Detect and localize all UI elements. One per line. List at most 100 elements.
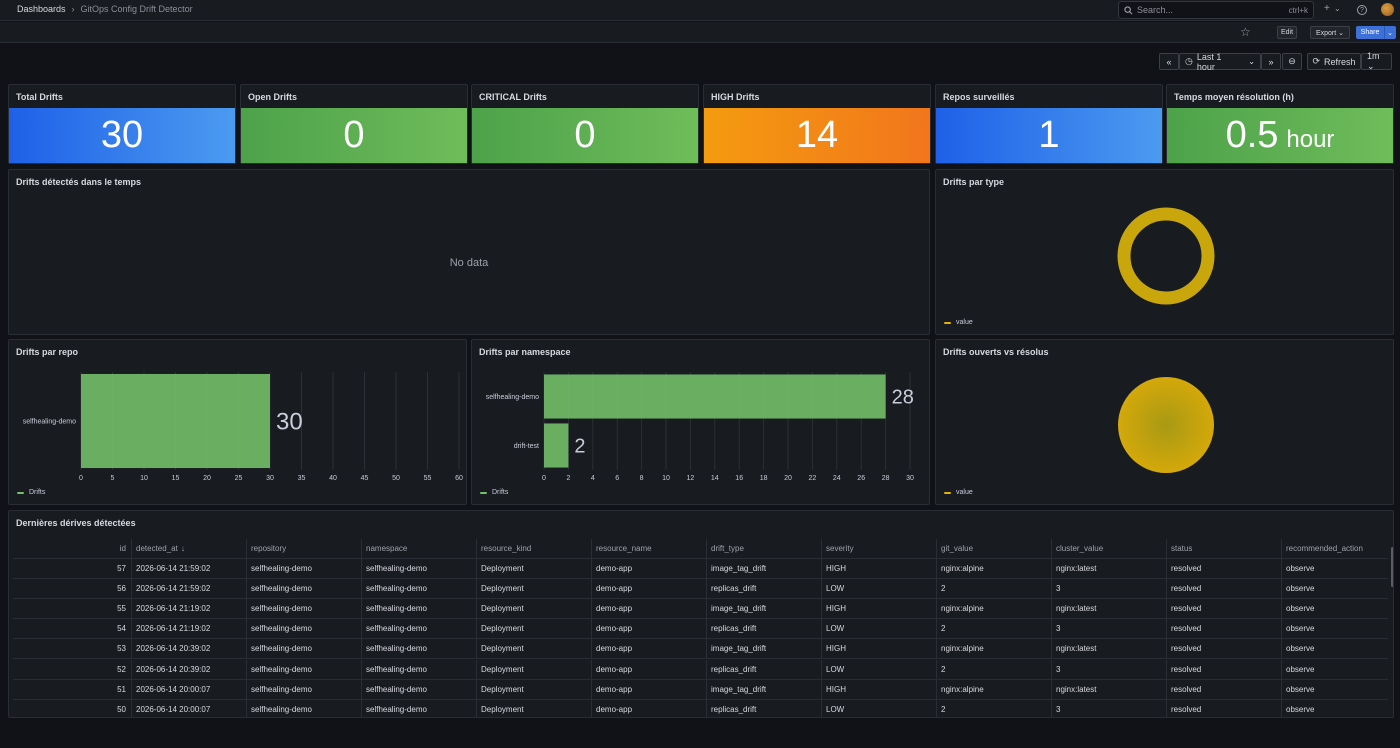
legend-label[interactable]: Drifts	[29, 489, 46, 496]
share-button[interactable]: Share	[1356, 26, 1384, 39]
breadcrumb-dashboards[interactable]: Dashboards	[17, 4, 66, 14]
table-cell-drift_type: image_tag_drift	[711, 644, 767, 654]
search-input[interactable]: Search... ctrl+k	[1118, 1, 1314, 19]
column-header-git_value[interactable]: git_value	[941, 544, 974, 553]
time-back-button[interactable]: «	[1159, 53, 1179, 70]
table-cell-cluster_value: 3	[1056, 704, 1061, 714]
table-cell-status: resolved	[1171, 704, 1202, 714]
column-header-recommended_action[interactable]: recommended_action	[1286, 544, 1363, 553]
edit-button[interactable]: Edit	[1277, 26, 1297, 39]
table-cell-resource_name: demo-app	[596, 624, 633, 634]
column-header-repository[interactable]: repository	[251, 544, 287, 553]
zoom-out-icon[interactable]: ⊖	[1282, 53, 1302, 70]
table-row[interactable]: 51 2026-06-14 20:00:07 selfhealing-demo sel…	[13, 679, 1388, 700]
column-separator	[476, 699, 477, 717]
table-cell-status: resolved	[1171, 684, 1202, 694]
column-separator[interactable]	[246, 539, 247, 559]
table-row[interactable]: 56 2026-06-14 21:59:02 selfhealing-demo sel…	[13, 579, 1388, 600]
column-separator[interactable]	[706, 539, 707, 559]
column-separator[interactable]	[1166, 539, 1167, 559]
column-separator	[1166, 599, 1167, 620]
x-tick-label: 25	[235, 475, 243, 482]
column-separator	[936, 699, 937, 717]
column-separator[interactable]	[1051, 539, 1052, 559]
refresh-interval-picker[interactable]: 1m ⌄	[1361, 51, 1392, 71]
column-separator	[1281, 619, 1282, 640]
column-separator[interactable]	[591, 539, 592, 559]
table-row[interactable]: 53 2026-06-14 20:39:02 selfhealing-demo sel…	[13, 639, 1388, 660]
table-cell-namespace: selfhealing-demo	[366, 644, 427, 654]
column-header-status[interactable]: status	[1171, 544, 1193, 553]
column-separator	[821, 639, 822, 660]
column-separator[interactable]	[131, 539, 132, 559]
time-forward-button[interactable]: »	[1261, 53, 1281, 70]
column-separator	[706, 559, 707, 579]
donut-slice[interactable]	[1117, 207, 1215, 305]
stat-value: 1	[1038, 114, 1060, 156]
legend-label[interactable]: Drifts	[492, 489, 509, 496]
export-button[interactable]: Export ⌄	[1310, 26, 1350, 39]
table-cell-git_value: nginx:alpine	[941, 604, 984, 614]
table-cell-repository: selfhealing-demo	[251, 684, 312, 694]
table-row[interactable]: 55 2026-06-14 21:19:02 selfhealing-demo sel…	[13, 599, 1388, 620]
column-separator[interactable]	[821, 539, 822, 559]
column-separator	[1166, 659, 1167, 680]
column-header-namespace[interactable]: namespace	[366, 544, 408, 553]
table-row[interactable]: 52 2026-06-14 20:39:02 selfhealing-demo sel…	[13, 659, 1388, 680]
column-header-severity[interactable]: severity	[826, 544, 854, 553]
table-cell-cluster_value: 3	[1056, 664, 1061, 674]
add-caret-icon[interactable]: ⌄	[1334, 4, 1341, 13]
panel-title: Drifts par type	[943, 177, 1005, 187]
column-separator	[131, 579, 132, 600]
column-separator[interactable]	[476, 539, 477, 559]
panel-open-vs-resolved: Drifts ouverts vs résolus value	[935, 339, 1394, 505]
sort-desc-icon[interactable]: ↓	[180, 544, 185, 553]
table-row[interactable]: 57 2026-06-14 21:59:02 selfhealing-demo sel…	[13, 559, 1388, 579]
column-separator[interactable]	[361, 539, 362, 559]
share-caret-icon[interactable]: ⌄	[1384, 26, 1396, 39]
bar-value-label: 30	[276, 409, 303, 436]
table-cell-namespace: selfhealing-demo	[366, 564, 427, 573]
column-separator	[1051, 619, 1052, 640]
bar[interactable]	[81, 373, 270, 469]
column-separator	[821, 679, 822, 700]
table-cell-git_value: nginx:alpine	[941, 564, 984, 573]
column-separator	[1051, 639, 1052, 660]
table-cell-resource_kind: Deployment	[481, 644, 524, 654]
column-header-cluster_value[interactable]: cluster_value	[1056, 544, 1104, 553]
column-separator	[131, 699, 132, 717]
column-separator	[821, 699, 822, 717]
add-icon[interactable]: +	[1324, 3, 1330, 14]
table-cell-drift_type: image_tag_drift	[711, 684, 767, 694]
column-header-resource_kind[interactable]: resource_kind	[481, 544, 532, 553]
column-separator[interactable]	[936, 539, 937, 559]
time-range-picker[interactable]: ◷ Last 1 hour ⌄	[1179, 52, 1261, 72]
table-cell-namespace: selfhealing-demo	[366, 604, 427, 614]
legend-label[interactable]: value	[956, 489, 973, 496]
column-separator	[361, 699, 362, 717]
refresh-button[interactable]: ⟳ Refresh	[1307, 53, 1361, 70]
x-tick-label: 40	[329, 475, 337, 482]
column-header-detected_at[interactable]: detected_at ↓	[136, 544, 185, 553]
bar[interactable]	[544, 423, 569, 468]
column-separator[interactable]	[1281, 539, 1282, 559]
help-icon[interactable]: ?	[1357, 5, 1367, 15]
column-header-id[interactable]: id	[119, 544, 126, 553]
stat-unit: hour	[1286, 125, 1335, 153]
bar[interactable]	[544, 374, 886, 419]
column-header-resource_name[interactable]: resource_name	[596, 544, 652, 553]
x-tick-label: 18	[760, 475, 768, 482]
pie-slice[interactable]	[1118, 377, 1214, 473]
column-header-drift_type[interactable]: drift_type	[711, 544, 744, 553]
table-row[interactable]: 54 2026-06-14 21:19:02 selfhealing-demo sel…	[13, 619, 1388, 640]
stat-panel-critical-drifts: CRITICAL Drifts 0	[471, 84, 699, 164]
star-icon[interactable]: ☆	[1240, 25, 1251, 39]
x-tick-label: 30	[266, 475, 274, 482]
panel-drifts-over-time: Drifts détectés dans le temps No data	[8, 169, 930, 335]
table-row[interactable]: 50 2026-06-14 20:00:07 selfhealing-demo sel…	[13, 699, 1388, 717]
table-scrollbar[interactable]	[1391, 547, 1393, 587]
legend-label[interactable]: value	[956, 319, 973, 326]
table-cell-status: resolved	[1171, 584, 1202, 594]
x-tick-label: 2	[566, 475, 570, 482]
avatar[interactable]	[1381, 3, 1394, 16]
